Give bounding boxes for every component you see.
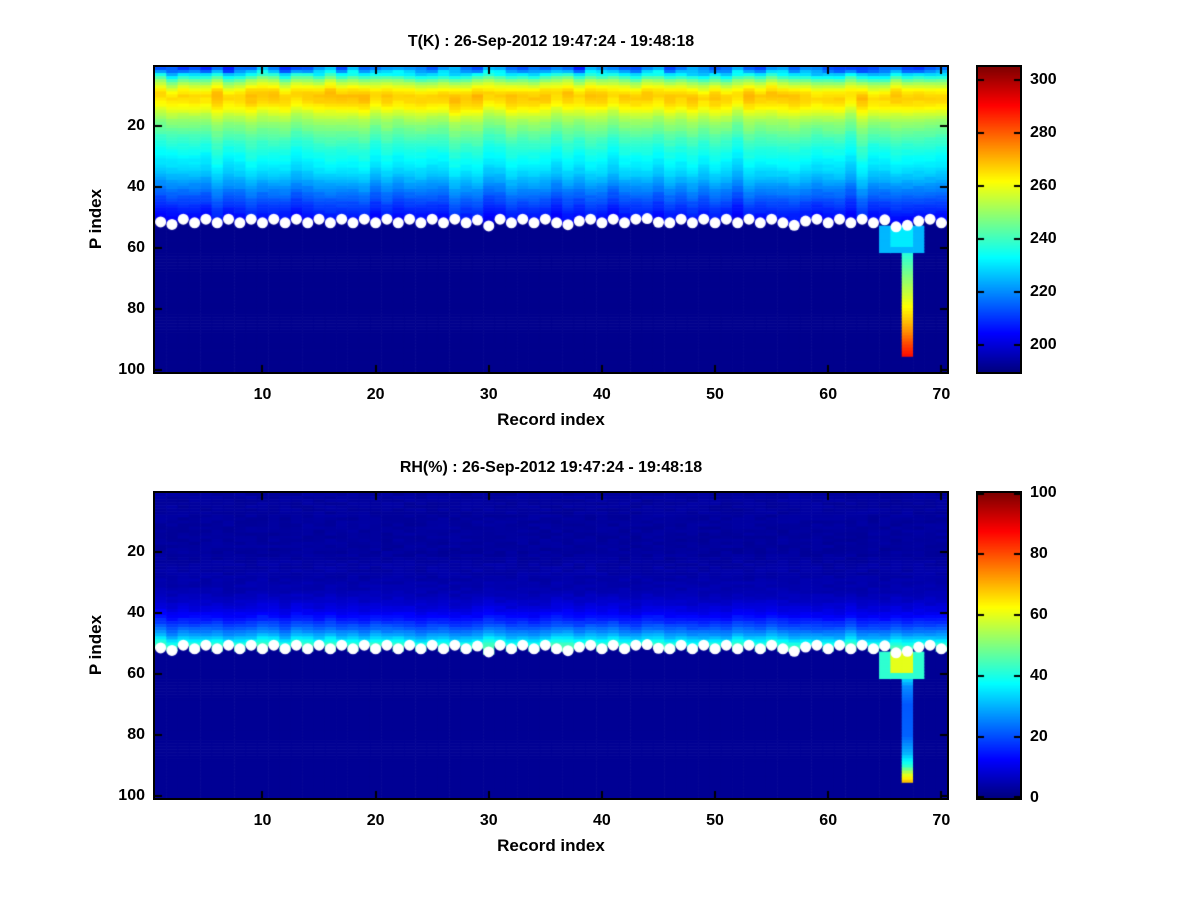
relative-humidity-colorbar-tick-label: 0: [1030, 789, 1039, 806]
relative-humidity-y-tick-label: 100: [118, 787, 145, 805]
temperature-x-tick-label: 50: [706, 386, 724, 403]
temperature-x-tick-label: 60: [819, 386, 838, 403]
humidity-plot-title: RH(%) : 26-Sep-2012 19:47:24 - 19:48:18: [399, 459, 703, 476]
temperature-colorbar-tick-label: 200: [1030, 336, 1057, 354]
relative-humidity-colorbar-tick-label: 80: [1030, 545, 1048, 562]
temperature-y-tick-label: 100: [118, 361, 145, 379]
relative-humidity-x-tick-label: 60: [819, 812, 838, 829]
relative-humidity-x-tick-label: 10: [253, 812, 272, 829]
temperature-plot-title: T(K) : 26-Sep-2012 19:47:24 - 19:48:18: [407, 33, 695, 50]
relative-humidity-y-tick-label: 20: [127, 543, 145, 561]
temperature-x-tick-label: 40: [593, 386, 611, 403]
temperature-colorbar-tick-label: 300: [1030, 71, 1057, 89]
relative-humidity-colorbar-tick-label: 40: [1030, 667, 1048, 684]
temperature-x-tick-label: 30: [479, 386, 498, 403]
temperature-x-axis-label: Record index: [497, 410, 605, 429]
temperature-x-tick-label: 20: [366, 386, 385, 403]
humidity-x-axis-label: Record index: [497, 836, 605, 855]
relative-humidity-x-tick-label: 30: [479, 812, 498, 829]
relative-humidity-x-tick-label: 20: [366, 812, 385, 829]
temperature-y-tick-label: 80: [127, 300, 145, 318]
humidity-heatmap-canvas: [153, 491, 949, 800]
relative-humidity-x-tick-label: 50: [706, 812, 724, 829]
temperature-colorbar-tick-label: 260: [1030, 177, 1057, 195]
relative-humidity-x-tick-label: 70: [932, 812, 951, 829]
temperature-x-tick-label: 70: [932, 386, 951, 403]
humidity-colorbar: [976, 491, 1022, 800]
temperature-y-tick-label: 20: [127, 117, 145, 135]
relative-humidity-y-tick-label: 80: [127, 726, 145, 744]
temperature-colorbar-tick-label: 240: [1030, 230, 1057, 248]
relative-humidity-y-tick-label: 60: [127, 665, 145, 683]
temperature-y-tick-label: 40: [127, 178, 145, 196]
relative-humidity-y-tick-label: 40: [127, 604, 145, 622]
relative-humidity-colorbar-tick-label: 20: [1030, 728, 1048, 745]
temperature-x-tick-label: 10: [253, 386, 272, 403]
temperature-colorbar-tick-label: 220: [1030, 283, 1057, 301]
temperature-colorbar-tick-label: 280: [1030, 124, 1057, 142]
temperature-colorbar: [976, 65, 1022, 374]
relative-humidity-colorbar-tick-label: 100: [1030, 484, 1057, 501]
temperature-heatmap-canvas: [153, 65, 949, 374]
relative-humidity-x-tick-label: 40: [593, 812, 611, 829]
temperature-y-tick-label: 60: [127, 239, 145, 257]
relative-humidity-colorbar-tick-label: 60: [1030, 606, 1048, 623]
